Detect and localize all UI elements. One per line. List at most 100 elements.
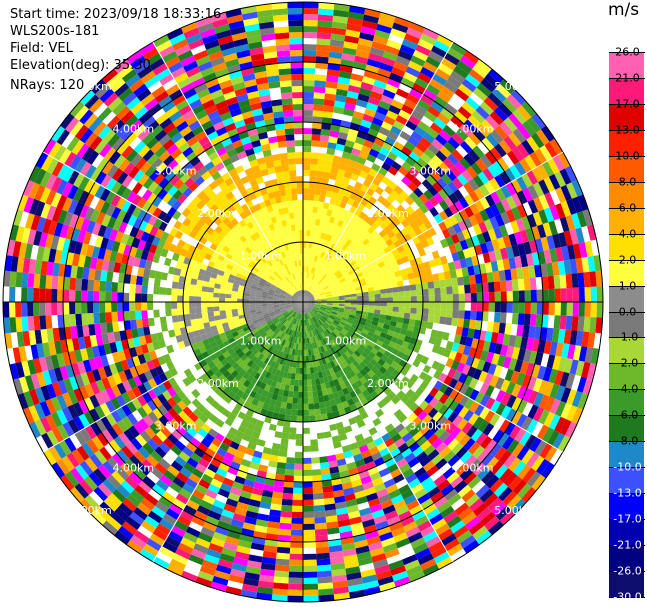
range-gate	[159, 279, 167, 288]
range-gate	[350, 296, 357, 300]
range-gate	[380, 302, 387, 307]
range-gate	[75, 302, 82, 314]
range-gate	[540, 353, 550, 368]
range-gate	[502, 356, 512, 369]
range-gate	[343, 289, 350, 294]
range-gate	[328, 326, 335, 332]
range-gate	[494, 377, 505, 390]
range-gate	[393, 343, 402, 351]
range-gate	[333, 244, 339, 252]
range-gate	[33, 287, 40, 302]
range-gate	[303, 589, 319, 596]
range-gate	[393, 499, 407, 511]
range-gate	[313, 396, 319, 404]
range-gate	[326, 294, 333, 297]
range-gate	[317, 14, 334, 22]
range-gate	[423, 503, 437, 515]
range-gate	[351, 352, 359, 360]
range-gate	[281, 504, 293, 512]
range-gate	[383, 370, 392, 379]
range-gate	[359, 219, 368, 228]
range-gate	[549, 398, 561, 415]
range-gate	[274, 570, 289, 578]
range-gate	[321, 239, 327, 246]
range-gate	[308, 302, 315, 305]
range-gate	[479, 242, 489, 254]
range-gate	[456, 173, 468, 186]
range-gate	[329, 360, 336, 368]
range-gate	[370, 337, 378, 344]
range-gate	[395, 88, 410, 99]
range-gate	[356, 304, 363, 309]
range-gate	[327, 142, 337, 150]
range-gate	[351, 334, 359, 341]
range-gate	[448, 378, 458, 389]
range-gate	[330, 354, 336, 361]
range-gate	[447, 181, 459, 193]
range-gate	[420, 340, 429, 350]
range-gate	[369, 412, 379, 422]
range-gate	[495, 201, 506, 215]
range-gate	[350, 299, 357, 302]
range-gate	[488, 281, 495, 293]
range-gate	[379, 147, 390, 157]
range-gate	[346, 23, 362, 32]
range-gate	[403, 335, 412, 343]
range-gate	[497, 237, 506, 250]
range-gate	[378, 467, 391, 478]
range-gate	[517, 464, 532, 480]
range-gate	[320, 298, 327, 301]
range-gate	[397, 442, 409, 453]
range-gate	[479, 184, 491, 197]
range-gate	[355, 329, 362, 335]
range-gate	[436, 330, 444, 340]
range-gate	[481, 137, 495, 151]
range-gate	[464, 293, 471, 302]
range-gate	[449, 269, 458, 279]
range-gate	[336, 334, 344, 341]
range-gate	[502, 235, 512, 248]
range-gate	[427, 449, 440, 461]
range-gate	[541, 276, 549, 290]
range-gate	[487, 228, 497, 241]
range-gate	[424, 210, 434, 221]
range-gate	[505, 209, 516, 223]
range-gate	[364, 8, 381, 18]
range-gate	[313, 200, 319, 208]
range-gate	[506, 439, 520, 454]
range-gate	[456, 60, 473, 74]
range-gate	[290, 535, 303, 542]
range-gate	[276, 462, 287, 470]
range-gate	[567, 244, 576, 260]
range-gate	[15, 316, 23, 333]
range-gate	[384, 156, 395, 167]
range-gate	[312, 316, 318, 323]
range-gate	[393, 93, 407, 105]
range-gate	[479, 197, 491, 210]
range-gate	[512, 302, 519, 314]
range-gate	[391, 369, 401, 378]
range-gate	[463, 217, 473, 229]
range-gate	[310, 288, 315, 294]
range-gate	[319, 195, 326, 203]
range-gate	[584, 347, 594, 364]
range-gate	[75, 278, 83, 291]
range-gate	[323, 233, 329, 241]
range-gate	[590, 286, 597, 302]
range-gate	[440, 286, 447, 295]
range-gate	[368, 148, 380, 158]
range-gate	[370, 229, 379, 238]
range-gate	[343, 261, 350, 268]
range-gate	[418, 347, 427, 356]
range-gate	[443, 348, 452, 358]
range-gate	[69, 277, 77, 291]
range-gate	[427, 433, 439, 445]
range-gate	[538, 379, 549, 395]
range-gate	[547, 314, 555, 329]
range-gate	[395, 114, 408, 126]
range-gate	[396, 381, 406, 391]
range-gate	[383, 258, 391, 266]
range-gate	[324, 93, 336, 101]
range-gate	[448, 215, 458, 226]
range-gate	[319, 308, 326, 312]
